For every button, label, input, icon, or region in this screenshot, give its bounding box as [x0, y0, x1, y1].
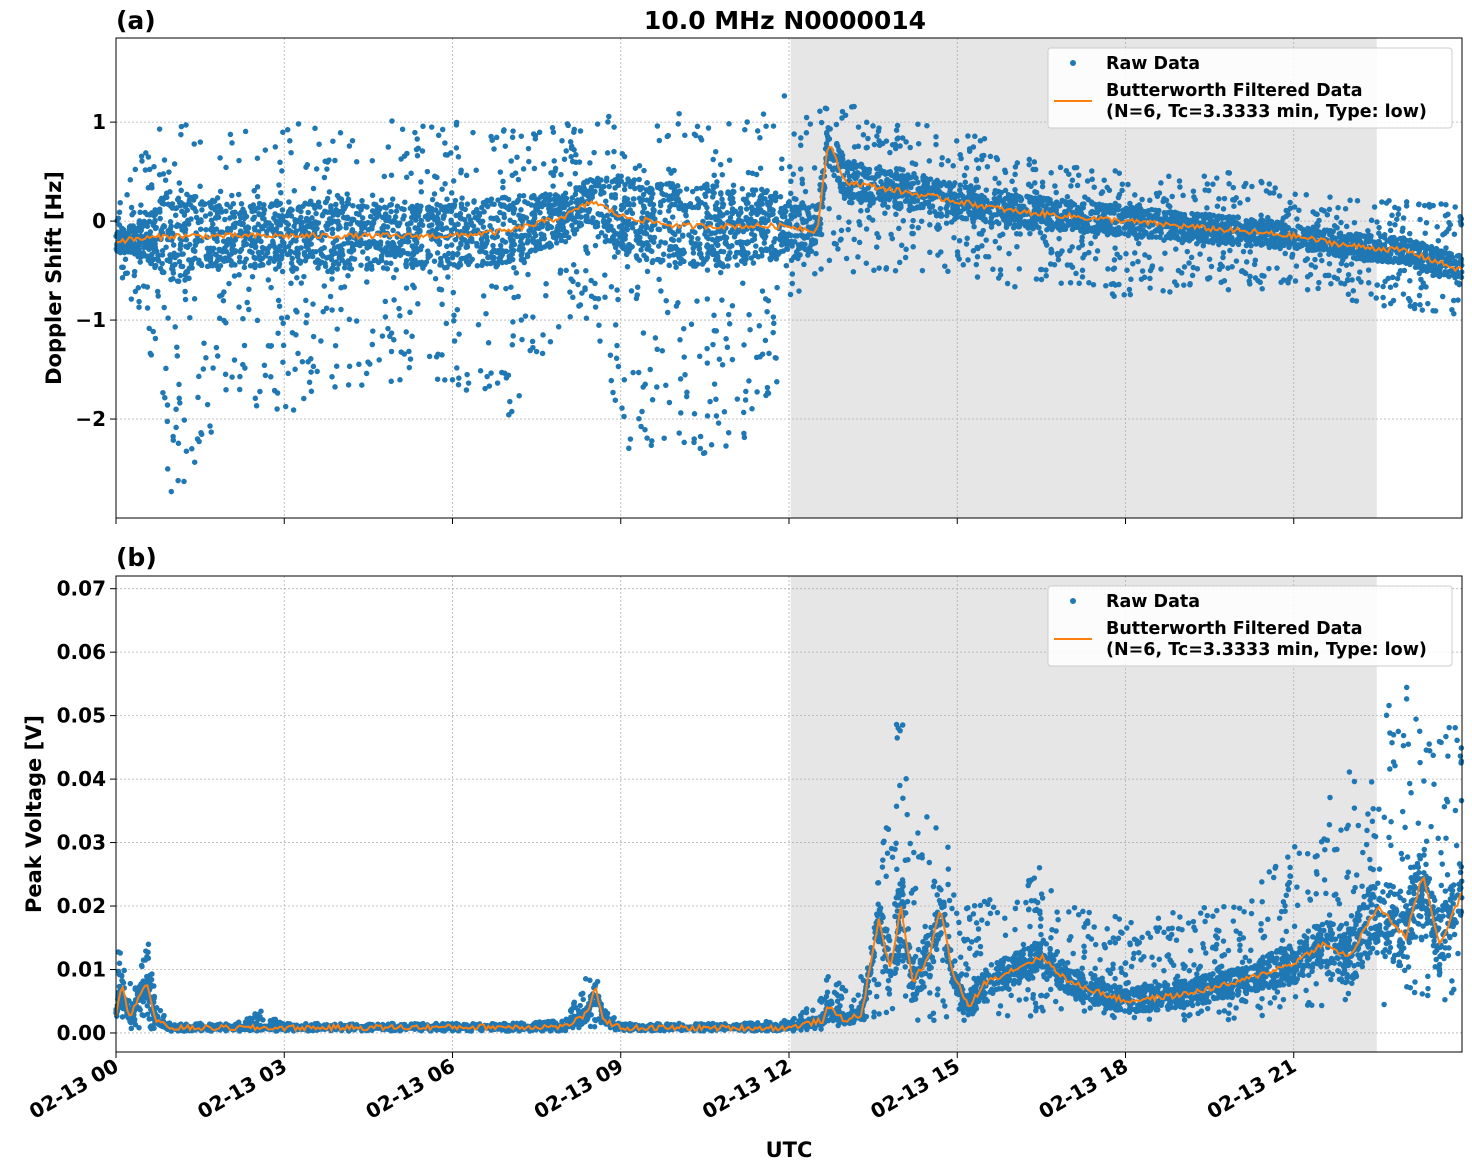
legend-raw-marker: [1070, 60, 1076, 66]
panel-b-x-ticks: 02-13 00 02-13 03 02-13 06 02-13 09 02-13 12…: [25, 1052, 1300, 1124]
legend-raw-label: Raw Data: [1106, 54, 1200, 74]
panel-b-y-ticks: 0.07 0.06 0.05 0.04 0.03 0.02 0.01 0.00: [57, 577, 116, 1045]
panel-b-legend: Raw Data Butterworth Filtered Data(N=6, T…: [1047, 585, 1453, 667]
x-tick-label: 02-13 03: [193, 1054, 291, 1124]
y-tick-label: 0.07: [57, 577, 106, 601]
legend-filtered-label-line2: (N=6, Tc=3.3333 min, Type: low): [1106, 102, 1427, 122]
y-tick-label: 1: [92, 110, 106, 134]
x-tick-label: 02-13 00: [25, 1054, 123, 1124]
y-tick-label: 0.05: [57, 704, 106, 728]
y-tick-label: −1: [75, 308, 106, 332]
x-tick-label: 02-13 06: [361, 1054, 459, 1124]
legend-box: [1047, 585, 1453, 667]
y-tick-label: −2: [75, 407, 106, 431]
x-tick-label: 02-13 09: [530, 1054, 628, 1124]
panel-a-x-ticks: [115, 518, 1295, 524]
panel-b-ylabel: Peak Voltage [V]: [22, 715, 46, 913]
figure-title: 10.0 MHz N0000014: [644, 6, 926, 35]
legend-box: [1047, 47, 1453, 129]
x-tick-label: 02-13 15: [866, 1054, 964, 1124]
x-tick-label: 02-13 18: [1034, 1054, 1132, 1124]
x-tick-label: 02-13 12: [698, 1054, 796, 1124]
panel-b-label: (b): [116, 543, 157, 572]
y-tick-label: 0.02: [57, 894, 106, 918]
y-tick-label: 0.01: [57, 957, 106, 981]
legend-raw-label: Raw Data: [1106, 592, 1200, 612]
y-tick-label: 0: [92, 209, 106, 233]
y-tick-label: 0.04: [57, 767, 106, 791]
y-tick-label: 0.06: [57, 640, 106, 664]
panel-a-filtered-line: [115, 145, 1463, 273]
legend-filtered-label-line1: Butterworth Filtered Data: [1106, 619, 1363, 639]
x-axis-label: UTC: [766, 1138, 813, 1162]
y-tick-label: 0.00: [57, 1021, 106, 1045]
panel-b-filtered-line: [115, 875, 1463, 1033]
legend-filtered-label-line2: (N=6, Tc=3.3333 min, Type: low): [1106, 640, 1427, 660]
panel-b-grid: [115, 576, 1462, 1052]
panel-a-ylabel: Doppler Shift [Hz]: [42, 171, 66, 385]
panel-a-doppler-shift: 1 0 −1 −2 (a) Doppler Shift [Hz] Raw Data Bu…: [42, 6, 1465, 524]
panel-a-legend: Raw Data Butterworth Filtered Data(N=6, T…: [1047, 47, 1453, 129]
legend-filtered-label-line1: Butterworth Filtered Data: [1106, 81, 1363, 101]
panel-b-peak-voltage: 0.07 0.06 0.05 0.04 0.03 0.02 0.01 0.00 02-13 0…: [22, 543, 1465, 1124]
x-tick-label: 02-13 21: [1203, 1054, 1301, 1124]
panel-a-y-ticks: 1 0 −1 −2: [75, 110, 116, 431]
y-tick-label: 0.03: [57, 831, 106, 855]
legend-raw-marker: [1070, 598, 1076, 604]
panel-a-label: (a): [116, 6, 156, 35]
